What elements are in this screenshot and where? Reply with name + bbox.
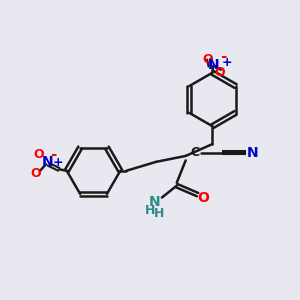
Text: +: + — [222, 56, 232, 69]
Text: N: N — [208, 58, 220, 72]
Text: O: O — [30, 167, 41, 180]
Text: +: + — [52, 156, 63, 169]
Text: -: - — [220, 49, 226, 64]
Text: H: H — [145, 204, 155, 218]
Text: O: O — [202, 53, 213, 66]
Text: O: O — [33, 148, 44, 161]
Text: C: C — [190, 146, 199, 160]
Text: O: O — [214, 66, 225, 79]
Text: O: O — [198, 190, 209, 205]
Text: N: N — [42, 155, 53, 170]
Text: H: H — [154, 206, 164, 220]
Text: -: - — [50, 147, 57, 162]
Text: N: N — [247, 146, 258, 160]
Text: N: N — [148, 195, 160, 209]
